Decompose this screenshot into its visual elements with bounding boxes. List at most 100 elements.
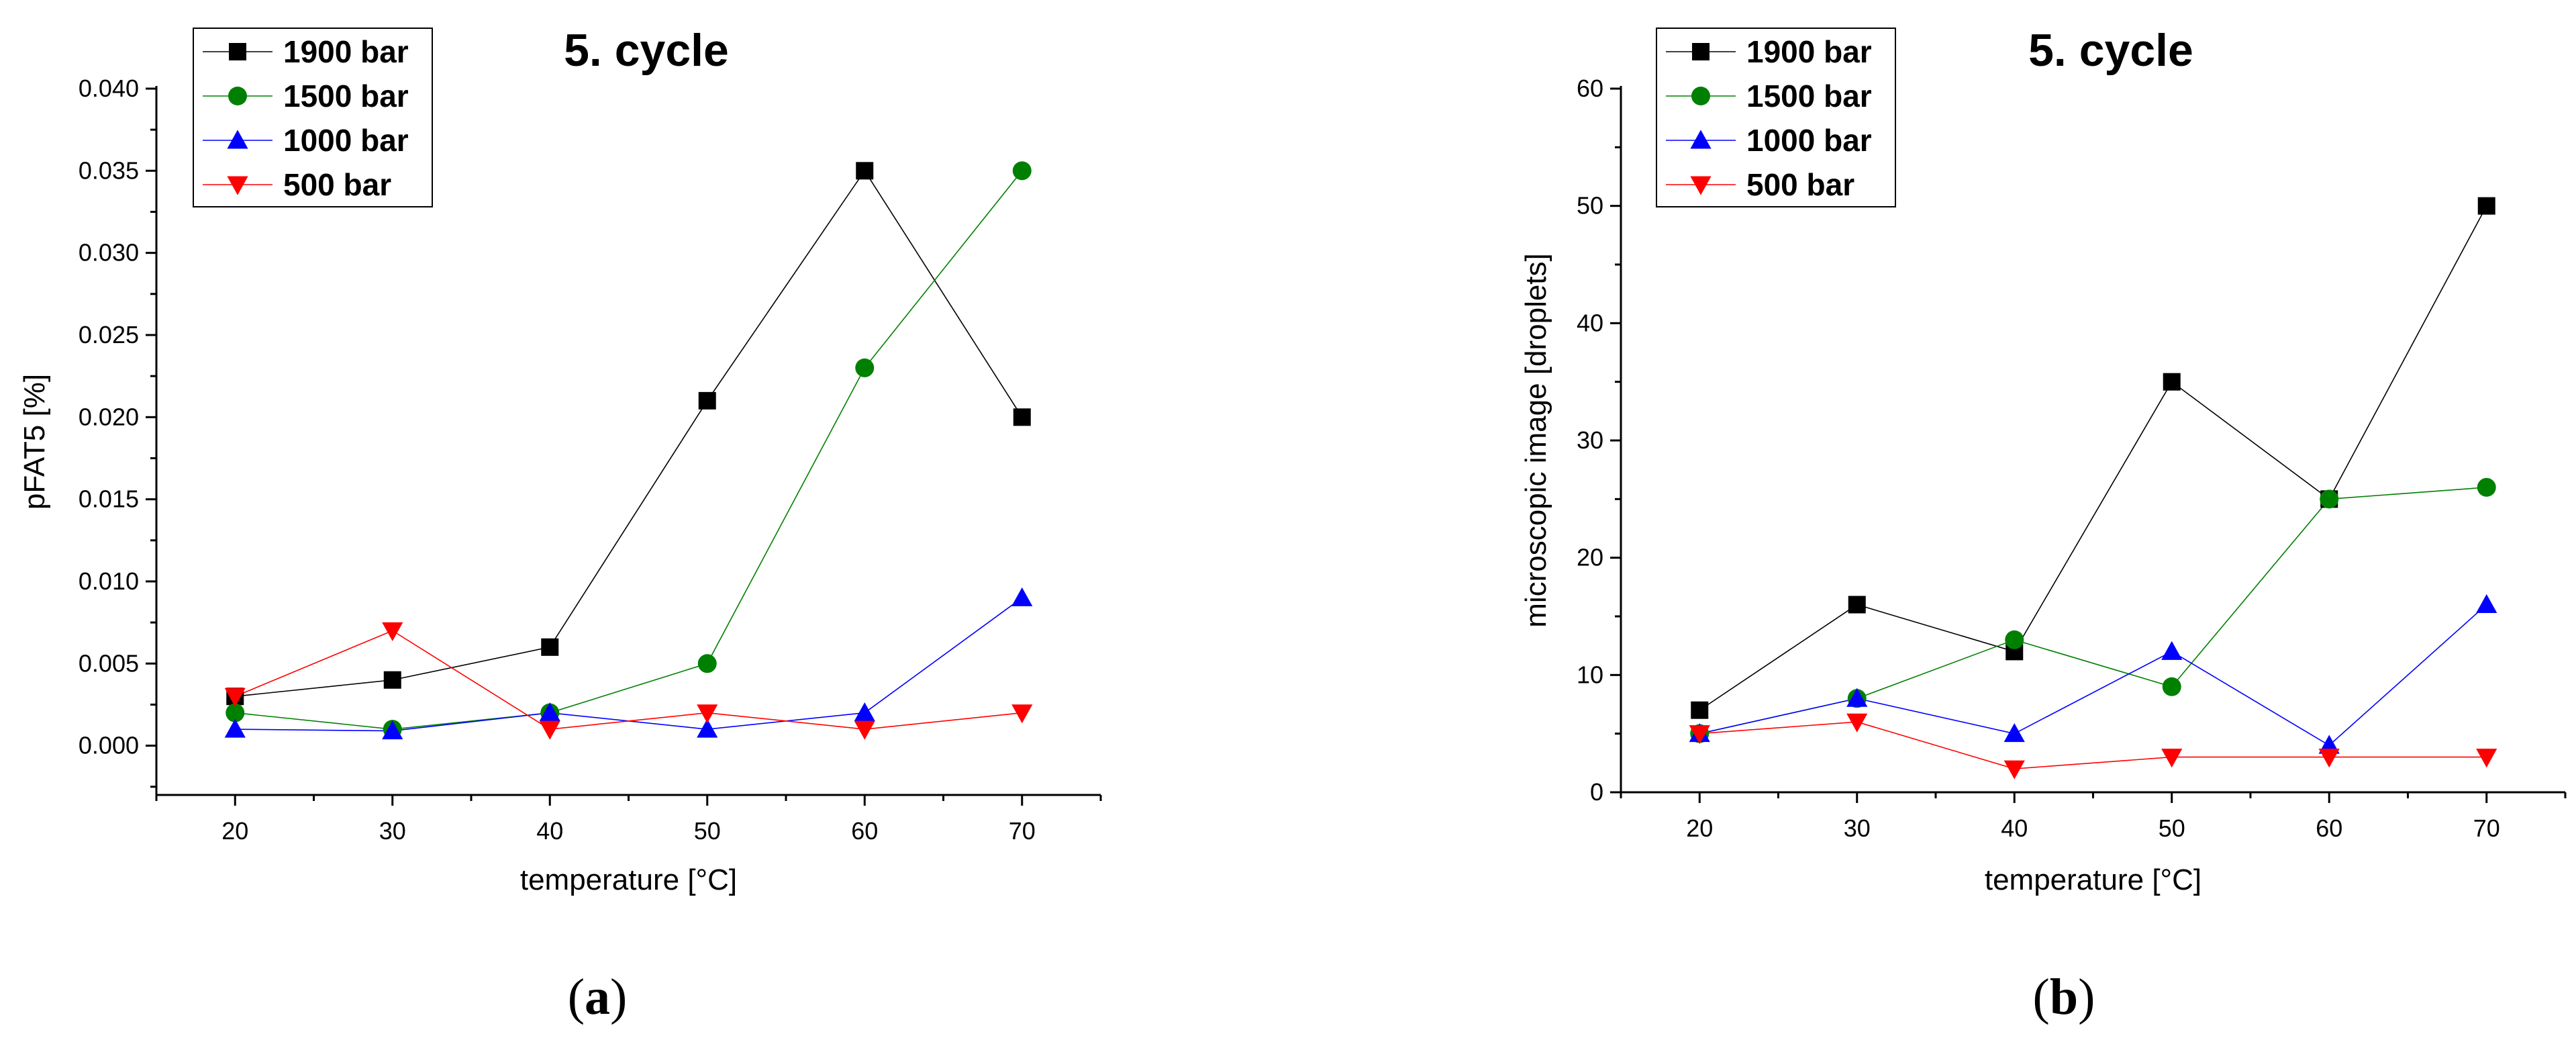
panel-label-letter: b: [2050, 969, 2078, 1025]
data-point: [1013, 408, 1031, 426]
legend-label: 1500 bar: [283, 79, 409, 113]
y-axis-title: pFAT5 [%]: [18, 374, 51, 510]
legend-label: 1900 bar: [1746, 34, 1872, 69]
data-point: [224, 718, 246, 738]
x-tick-label: 40: [536, 817, 563, 845]
x-tick-label: 70: [1009, 817, 1036, 845]
data-point: [541, 638, 559, 656]
y-tick-label: 0.015: [79, 485, 139, 513]
data-point: [2003, 760, 2025, 780]
y-axis-title: microscopic image [droplets]: [1520, 253, 1552, 628]
x-tick-label: 30: [379, 817, 406, 845]
x-axis-title: temperature [°C]: [1985, 863, 2201, 896]
data-point: [697, 718, 718, 738]
y-tick-label: 0.030: [79, 239, 139, 267]
series-line-2: [1699, 604, 2487, 747]
x-tick-label: 50: [2159, 814, 2185, 842]
data-point: [2162, 677, 2181, 696]
data-point: [1011, 587, 1033, 606]
data-point: [2161, 749, 2183, 768]
data-point: [1848, 596, 1866, 614]
data-point: [2003, 723, 2025, 743]
data-point: [2163, 373, 2181, 391]
series-line-3: [1699, 721, 2487, 769]
x-tick-label: 60: [851, 817, 878, 845]
series-line-1: [235, 170, 1023, 730]
data-point: [1011, 704, 1033, 724]
data-point: [698, 391, 716, 410]
legend-label: 500 bar: [283, 167, 391, 202]
data-point: [2161, 641, 2183, 660]
data-point: [2005, 630, 2024, 649]
chart-title: 5. cycle: [2028, 25, 2193, 76]
data-point: [855, 358, 875, 377]
chart-title: 5. cycle: [564, 25, 729, 76]
y-tick-label: 50: [1577, 192, 1603, 220]
series-line-0: [235, 169, 1023, 698]
chart-panel-a: 0.000 0.005 0.010 0.015 0.020 0.025 0.030 0.035…: [18, 25, 1102, 1025]
chart-panel-b: 0 10 20 30 40 50 60 20 30 40 50 60 70 temperature [°C…: [1520, 25, 2567, 1025]
y-tick-label: 40: [1577, 309, 1603, 336]
series-line-2: [235, 597, 1023, 732]
legend-label: 1000 bar: [283, 123, 409, 158]
data-point: [2477, 477, 2496, 497]
panel-label: (b): [2033, 969, 2095, 1025]
data-point: [1689, 725, 1710, 745]
data-point: [226, 703, 245, 722]
y-tick-label: 0.025: [79, 321, 139, 348]
y-tick-label: 0.005: [79, 649, 139, 677]
data-point: [2476, 749, 2497, 768]
data-point: [1012, 161, 1032, 181]
data-point: [1691, 701, 1709, 719]
data-point: [2476, 594, 2497, 614]
legend-label: 500 bar: [1746, 167, 1854, 202]
series-line-0: [1699, 205, 2487, 711]
legend-marker: [1691, 87, 1710, 105]
x-tick-label: 40: [2001, 814, 2028, 842]
series-line-1: [1699, 487, 2487, 735]
x-tick-label: 20: [1686, 814, 1713, 842]
data-point: [2318, 749, 2340, 768]
legend-marker: [1692, 43, 1710, 60]
x-tick-label: 70: [2473, 814, 2500, 842]
data-point: [1846, 688, 1868, 707]
y-tick-label: 30: [1577, 426, 1603, 454]
data-point: [697, 654, 717, 673]
data-point: [697, 704, 718, 724]
x-tick-label: 60: [2316, 814, 2342, 842]
y-tick-label: 0.020: [79, 403, 139, 430]
panel-label: (a): [568, 969, 628, 1025]
legend-label: 1500 bar: [1746, 79, 1872, 113]
series-line-3: [234, 630, 1022, 730]
data-point: [383, 671, 401, 689]
legend-marker: [228, 87, 247, 105]
x-axis-title: temperature [°C]: [520, 863, 737, 896]
x-tick-label: 20: [221, 817, 248, 845]
x-tick-label: 30: [1844, 814, 1871, 842]
legend-label: 1900 bar: [283, 34, 409, 69]
y-tick-label: 0.035: [79, 156, 139, 184]
panel-label-letter: a: [585, 969, 610, 1025]
legend-marker: [227, 176, 248, 195]
y-tick-label: 10: [1577, 661, 1603, 688]
y-tick-label: 0.010: [79, 567, 139, 595]
data-point: [382, 720, 403, 740]
legend-marker: [229, 43, 246, 60]
y-tick-label: 0.000: [79, 732, 139, 759]
data-point: [856, 162, 874, 180]
data-point: [854, 702, 875, 722]
legend-marker: [1690, 130, 1712, 149]
y-tick-label: 0: [1590, 778, 1603, 806]
data-point: [1846, 713, 1868, 733]
y-tick-label: 0.040: [79, 75, 139, 102]
legend-label: 1000 bar: [1746, 123, 1872, 158]
y-tick-label: 60: [1577, 75, 1603, 102]
data-point: [539, 702, 560, 722]
data-point: [854, 720, 875, 740]
x-tick-label: 50: [694, 817, 721, 845]
legend-marker: [227, 130, 248, 149]
data-point: [382, 622, 403, 641]
legend-marker: [1690, 176, 1712, 195]
data-point: [2477, 197, 2495, 215]
